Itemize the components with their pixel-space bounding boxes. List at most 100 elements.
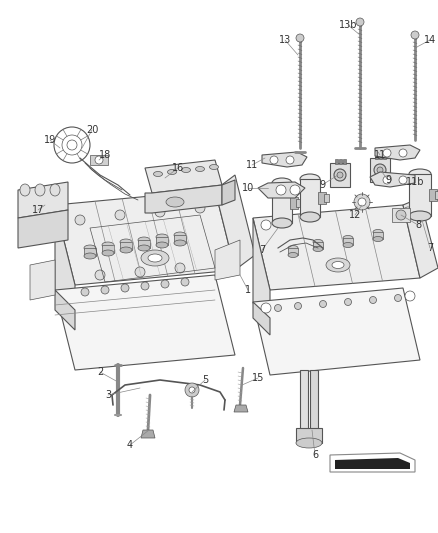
Bar <box>102 245 114 253</box>
Polygon shape <box>55 290 75 330</box>
Bar <box>339 159 342 164</box>
Text: 14: 14 <box>424 35 436 45</box>
Text: 9: 9 <box>319 180 325 190</box>
Bar <box>370 158 390 182</box>
Ellipse shape <box>156 242 168 248</box>
Bar <box>90 155 108 165</box>
Polygon shape <box>145 185 222 213</box>
Bar <box>374 154 378 159</box>
Ellipse shape <box>156 234 168 240</box>
Ellipse shape <box>209 165 219 169</box>
Bar <box>392 208 410 222</box>
Ellipse shape <box>141 250 169 266</box>
Circle shape <box>95 270 105 280</box>
Bar <box>324 194 329 202</box>
Polygon shape <box>335 458 410 469</box>
Circle shape <box>319 301 326 308</box>
Ellipse shape <box>138 245 150 251</box>
Polygon shape <box>215 240 240 280</box>
Circle shape <box>261 220 271 230</box>
Bar <box>335 159 338 164</box>
Polygon shape <box>222 180 235 205</box>
Bar <box>300 179 320 217</box>
Circle shape <box>175 263 185 273</box>
Ellipse shape <box>174 232 186 238</box>
Circle shape <box>81 288 89 296</box>
Bar <box>409 174 431 216</box>
Bar <box>435 191 438 199</box>
Polygon shape <box>234 405 248 412</box>
Bar <box>330 163 350 187</box>
Polygon shape <box>253 288 420 375</box>
Bar <box>296 199 301 207</box>
Text: 13b: 13b <box>339 20 357 30</box>
Circle shape <box>275 304 282 311</box>
Text: 8: 8 <box>415 220 421 230</box>
Ellipse shape <box>153 172 162 176</box>
Ellipse shape <box>374 164 386 176</box>
Ellipse shape <box>377 167 383 173</box>
Circle shape <box>276 185 286 195</box>
Ellipse shape <box>166 197 184 207</box>
Text: 20: 20 <box>86 125 98 135</box>
Ellipse shape <box>288 253 298 257</box>
Text: 7: 7 <box>259 245 265 255</box>
Polygon shape <box>18 210 68 248</box>
Ellipse shape <box>120 239 132 245</box>
Ellipse shape <box>296 438 322 448</box>
Circle shape <box>161 280 169 288</box>
Text: 11b: 11b <box>406 177 424 187</box>
Circle shape <box>296 34 304 42</box>
Text: 2: 2 <box>97 367 103 377</box>
Polygon shape <box>145 160 222 193</box>
Bar <box>382 154 385 159</box>
Circle shape <box>354 194 370 210</box>
Bar <box>378 154 381 159</box>
Bar <box>310 370 318 430</box>
Ellipse shape <box>167 169 177 174</box>
Polygon shape <box>141 430 155 438</box>
Ellipse shape <box>84 245 96 251</box>
Circle shape <box>195 203 205 213</box>
Circle shape <box>141 282 149 290</box>
Text: 11: 11 <box>374 150 386 160</box>
Ellipse shape <box>102 250 114 256</box>
Text: 7: 7 <box>427 243 433 253</box>
Circle shape <box>395 295 402 302</box>
Bar <box>429 189 437 201</box>
Polygon shape <box>18 182 68 218</box>
Circle shape <box>95 156 103 164</box>
Ellipse shape <box>35 184 45 196</box>
Circle shape <box>286 156 294 164</box>
Circle shape <box>261 303 271 313</box>
Text: 17: 17 <box>32 205 44 215</box>
Polygon shape <box>30 260 55 300</box>
Polygon shape <box>253 302 270 335</box>
Ellipse shape <box>334 169 346 181</box>
Text: 15: 15 <box>252 373 264 383</box>
Text: 5: 5 <box>202 375 208 385</box>
Bar <box>343 238 353 245</box>
Circle shape <box>370 296 377 303</box>
Text: 10: 10 <box>242 183 254 193</box>
Circle shape <box>290 185 300 195</box>
Text: 16: 16 <box>172 163 184 173</box>
Bar <box>288 248 298 255</box>
Bar <box>84 248 96 256</box>
Text: 12: 12 <box>349 210 361 220</box>
Ellipse shape <box>174 240 186 246</box>
Ellipse shape <box>326 258 350 272</box>
Circle shape <box>356 18 364 26</box>
Bar <box>343 159 346 164</box>
Ellipse shape <box>120 247 132 253</box>
Ellipse shape <box>337 172 343 178</box>
Bar <box>300 370 308 430</box>
Polygon shape <box>330 453 415 472</box>
Ellipse shape <box>272 218 292 228</box>
Circle shape <box>358 198 366 206</box>
Ellipse shape <box>313 246 323 252</box>
Text: 19: 19 <box>44 135 56 145</box>
Polygon shape <box>403 198 438 278</box>
Ellipse shape <box>343 236 353 240</box>
Circle shape <box>403 207 413 217</box>
